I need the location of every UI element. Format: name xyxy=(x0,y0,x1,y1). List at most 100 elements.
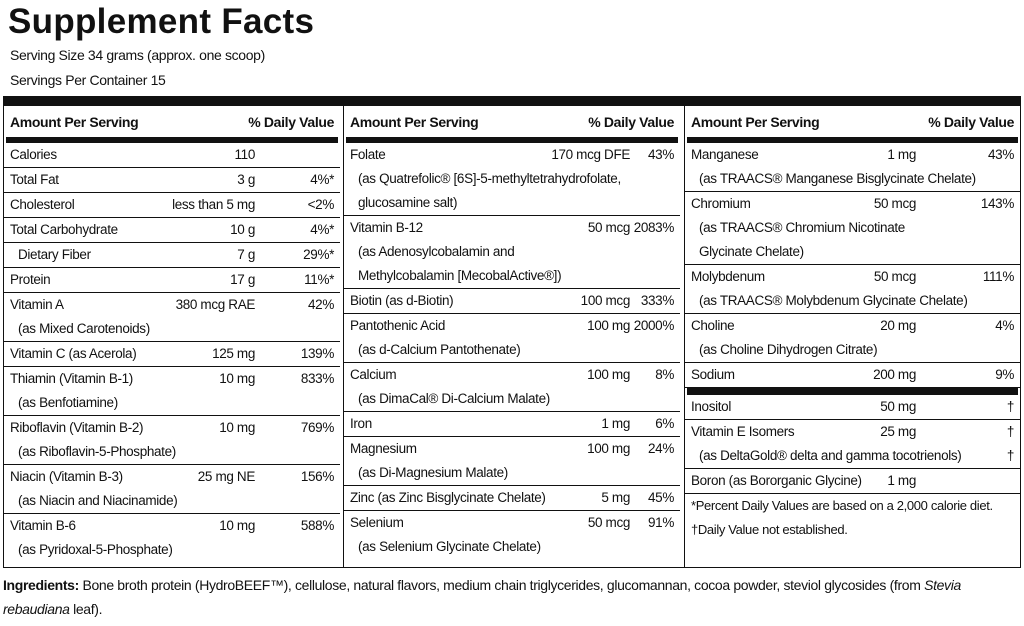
nutrient-name: Vitamin A xyxy=(10,297,64,312)
row-line: Cholesterol less than 5 mg <2% xyxy=(4,193,340,217)
nutrient-name: Inositol xyxy=(691,399,731,414)
daily-value: † xyxy=(1006,424,1015,439)
nutrient-name: Zinc (as Zinc Bisglycinate Chelate) xyxy=(350,490,546,505)
daily-value: † xyxy=(1006,448,1015,463)
row-line: (as TRAACS® Manganese Bisglycinate Chela… xyxy=(685,167,1020,191)
row-line: Vitamin B-6 10 mg 588% xyxy=(4,514,340,538)
amount: 100 mcg xyxy=(580,293,631,308)
row-line: Selenium 50 mcg 91% xyxy=(344,511,680,535)
nutrient-row: Calories 110 xyxy=(4,143,340,168)
nutrient-name: Choline xyxy=(691,318,735,333)
ingredients-text: leaf). xyxy=(69,601,103,617)
nutrient-name: Folate xyxy=(350,147,386,162)
row-line: glucosamine salt) xyxy=(344,191,680,215)
daily-value: 42% xyxy=(308,297,334,312)
row-line: (as d-Calcium Pantothenate) xyxy=(344,338,680,362)
amount: 50 mcg xyxy=(587,515,631,530)
rule xyxy=(687,137,1018,143)
amount: 10 mg xyxy=(219,518,255,533)
nutrient-row: Riboflavin (Vitamin B-2) 10 mg 769% (as Rib… xyxy=(4,416,340,465)
row-line: Vitamin B-12 50 mcg 2083% xyxy=(344,216,680,240)
amount: 7 g xyxy=(237,247,255,262)
daily-value: † xyxy=(1006,399,1015,414)
nutrient-row: Vitamin B-12 50 mcg 2083% (as Adenosylcobal… xyxy=(344,216,680,289)
nutrient-name: Calories xyxy=(10,147,57,162)
amount-heading: Amount Per Serving xyxy=(350,114,479,130)
daily-value: 143% xyxy=(980,196,1014,211)
daily-value: 43% xyxy=(648,147,674,162)
source: (as Selenium Glycinate Chelate) xyxy=(358,539,541,554)
column: Amount Per Serving % Daily Value Manganese… xyxy=(684,106,1021,567)
amount: 170 mcg DFE xyxy=(551,147,630,162)
row-line: Boron (as Bororganic Glycine) 1 mg xyxy=(685,469,1020,493)
daily-value: 9% xyxy=(995,367,1014,382)
row-line: (as Selenium Glycinate Chelate) xyxy=(344,535,680,559)
daily-value: 139% xyxy=(300,346,334,361)
row-line: Iron 1 mg 6% xyxy=(344,412,680,436)
source: (as Pyridoxal-5-Phosphate) xyxy=(18,542,173,557)
nutrient-name: Protein xyxy=(10,272,51,287)
amount: 20 mg xyxy=(880,318,916,333)
daily-value: 111% xyxy=(982,269,1014,284)
row-line: Folate 170 mcg DFE 43% xyxy=(344,143,680,167)
daily-value: 43% xyxy=(988,147,1014,162)
nutrient-name: Vitamin E Isomers xyxy=(691,424,795,439)
source: (as d-Calcium Pantothenate) xyxy=(358,342,521,357)
amount: 100 mg xyxy=(587,367,630,382)
source: (as DeltaGold® delta and gamma tocotrien… xyxy=(699,448,962,463)
nutrient-name: Total Fat xyxy=(10,172,59,187)
source: (as Riboflavin-5-Phosphate) xyxy=(18,444,176,459)
nutrient-name: Dietary Fiber xyxy=(18,247,91,262)
source: glucosamine salt) xyxy=(358,195,458,210)
source: (as Quatrefolic® [6S]-5-methyltetrahydro… xyxy=(358,171,621,186)
amount: 1 mg xyxy=(887,147,916,162)
amount: 110 xyxy=(234,147,256,162)
servings-per-container: Servings Per Container 15 xyxy=(10,72,166,88)
rule xyxy=(687,388,1018,395)
nutrient-row: Zinc (as Zinc Bisglycinate Chelate) 5 mg 4… xyxy=(344,486,680,511)
source: (as TRAACS® Molybdenum Glycinate Chelate… xyxy=(699,293,968,308)
amount: 380 mcg RAE xyxy=(175,297,256,312)
nutrient-name: Chromium xyxy=(691,196,751,211)
nutrient-row: Choline 20 mg 4% (as Choline Dihydrogen Cit… xyxy=(685,314,1020,363)
nutrient-row: Sodium 200 mg 9% xyxy=(685,363,1020,388)
row-line: Biotin (as d-Biotin) 100 mcg 333% xyxy=(344,289,680,313)
nutrient-table: Amount Per Serving % Daily Value Calories 1… xyxy=(3,106,1021,568)
row-line: Manganese 1 mg 43% xyxy=(685,143,1020,167)
row-line: Choline 20 mg 4% xyxy=(685,314,1020,338)
daily-value: 11%* xyxy=(304,272,334,287)
nutrient-name: Sodium xyxy=(691,367,735,382)
row-line: Total Carbohydrate 10 g 4%* xyxy=(4,218,340,242)
dv-heading: % Daily Value xyxy=(928,114,1014,130)
nutrient-name: Manganese xyxy=(691,147,759,162)
column: Amount Per Serving % Daily Value Calories 1… xyxy=(3,106,340,567)
daily-value: 833% xyxy=(300,371,334,386)
row-line: (as TRAACS® Molybdenum Glycinate Chelate… xyxy=(685,289,1020,313)
ingredients-text: Bone broth protein (HydroBEEF™), cellulo… xyxy=(78,577,925,593)
row-line: Sodium 200 mg 9% xyxy=(685,363,1020,387)
row-line: Zinc (as Zinc Bisglycinate Chelate) 5 mg 4… xyxy=(344,486,680,510)
source: (as Benfotiamine) xyxy=(18,395,118,410)
row-line: Magnesium 100 mg 24% xyxy=(344,437,680,461)
amount: 100 mg xyxy=(587,441,630,456)
row-line: Vitamin A 380 mcg RAE 42% xyxy=(4,293,340,317)
daily-value: 588% xyxy=(300,518,334,533)
amount: less than 5 mg xyxy=(172,197,255,212)
title: Supplement Facts xyxy=(8,2,315,41)
daily-value: <2% xyxy=(307,197,335,212)
daily-value: 333% xyxy=(640,293,674,308)
source: (as Choline Dihydrogen Citrate) xyxy=(699,342,878,357)
daily-value: 2083% xyxy=(633,220,675,235)
footnote: †Daily Value not established. xyxy=(691,522,848,537)
daily-value: 24% xyxy=(648,441,674,456)
daily-value: 769% xyxy=(300,420,334,435)
nutrient-row: Selenium 50 mcg 91% (as Selenium Glycinate … xyxy=(344,511,680,559)
row-line: Calcium 100 mg 8% xyxy=(344,363,680,387)
daily-value: 2000% xyxy=(633,318,675,333)
nutrient-row: Biotin (as d-Biotin) 100 mcg 333% xyxy=(344,289,680,314)
row-line: Protein 17 g 11%* xyxy=(4,268,340,292)
amount: 50 mcg xyxy=(873,269,917,284)
amount-heading: Amount Per Serving xyxy=(10,114,139,130)
